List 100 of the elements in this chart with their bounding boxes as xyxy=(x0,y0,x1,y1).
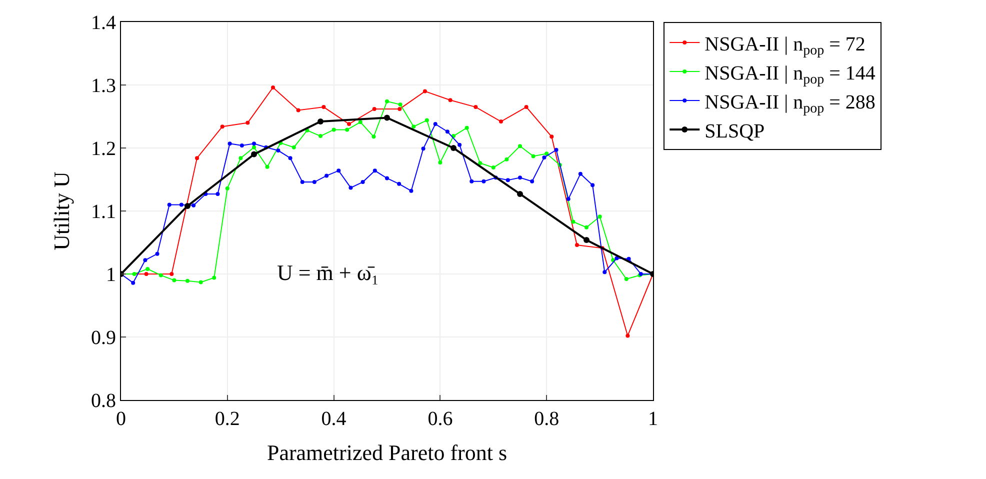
y-tick-label: 1.4 xyxy=(91,12,116,34)
legend-label: NSGA-II | n$_{pop}$ = 288 xyxy=(704,91,876,116)
y-tick-label: 1.3 xyxy=(91,75,116,97)
point xyxy=(474,105,478,110)
point xyxy=(409,188,414,193)
point xyxy=(524,105,528,110)
point xyxy=(574,243,579,248)
y-tick-label: 1 xyxy=(106,264,116,286)
point xyxy=(506,178,510,182)
point xyxy=(602,270,607,274)
point xyxy=(251,151,257,158)
x-axis-title: Parametrized Pareto front s xyxy=(266,440,508,465)
point xyxy=(192,203,196,208)
y-tick-label: 0.8 xyxy=(91,390,116,412)
point xyxy=(225,186,230,190)
point xyxy=(478,161,482,166)
point xyxy=(372,134,376,139)
point xyxy=(324,174,329,178)
point xyxy=(424,118,429,122)
legend-label: NSGA-II | n$_{pop}$ = 72 xyxy=(704,33,866,58)
point xyxy=(195,156,200,160)
point xyxy=(542,155,546,160)
point xyxy=(143,258,148,262)
point xyxy=(312,180,316,184)
x-tick-label: 0.4 xyxy=(321,408,346,430)
point xyxy=(550,134,554,139)
point xyxy=(422,89,427,94)
x-tick-label: 0.6 xyxy=(428,408,453,430)
point xyxy=(372,106,376,111)
point xyxy=(252,145,256,150)
point xyxy=(144,272,148,276)
point xyxy=(590,183,595,188)
point xyxy=(270,86,275,90)
point xyxy=(531,154,536,158)
point xyxy=(360,180,365,184)
point xyxy=(626,334,630,338)
point xyxy=(276,148,280,153)
point xyxy=(336,168,341,173)
point xyxy=(252,142,256,146)
point xyxy=(212,276,216,280)
point xyxy=(499,120,504,124)
point xyxy=(571,220,576,224)
point xyxy=(322,105,326,110)
x-tick-label: 1 xyxy=(648,408,658,430)
point xyxy=(167,202,172,207)
point xyxy=(348,186,353,190)
point xyxy=(146,266,150,271)
point xyxy=(518,144,522,148)
point xyxy=(598,214,602,219)
point xyxy=(240,143,244,148)
point xyxy=(179,202,184,207)
point xyxy=(131,280,136,285)
point xyxy=(584,225,588,230)
point xyxy=(412,124,416,129)
y-tick-label: 1.2 xyxy=(91,138,116,160)
point xyxy=(155,252,160,256)
point xyxy=(398,102,402,107)
point xyxy=(220,124,224,129)
point xyxy=(464,126,469,130)
point xyxy=(372,168,377,173)
point xyxy=(384,114,390,121)
point xyxy=(433,122,438,126)
point xyxy=(186,278,190,283)
point xyxy=(216,192,220,196)
point xyxy=(517,190,523,197)
point xyxy=(624,277,628,282)
point xyxy=(318,118,324,125)
point xyxy=(184,202,190,209)
point xyxy=(578,172,582,176)
x-tick-label: 0.8 xyxy=(534,408,560,430)
point xyxy=(132,272,136,276)
point xyxy=(566,197,570,202)
point xyxy=(265,164,270,169)
y-axis-title: Utility U xyxy=(48,171,74,250)
x-tick-label: 0 xyxy=(116,408,126,430)
point xyxy=(554,148,558,152)
point xyxy=(482,179,486,184)
point xyxy=(438,160,442,164)
point xyxy=(238,156,243,160)
point xyxy=(296,108,300,112)
point xyxy=(288,156,292,160)
point xyxy=(347,122,352,126)
point xyxy=(518,176,522,180)
point xyxy=(458,142,462,147)
point xyxy=(421,146,426,151)
point xyxy=(332,128,336,132)
point xyxy=(448,98,452,102)
legend-label: SLSQP xyxy=(704,120,765,142)
point xyxy=(246,120,250,125)
point xyxy=(358,120,362,124)
point xyxy=(318,134,322,138)
point xyxy=(228,142,232,146)
point xyxy=(544,152,549,156)
point xyxy=(491,166,496,170)
point xyxy=(172,278,176,282)
point xyxy=(584,236,590,243)
point xyxy=(292,145,296,150)
point xyxy=(385,99,389,104)
point xyxy=(504,157,509,162)
point xyxy=(345,128,350,132)
